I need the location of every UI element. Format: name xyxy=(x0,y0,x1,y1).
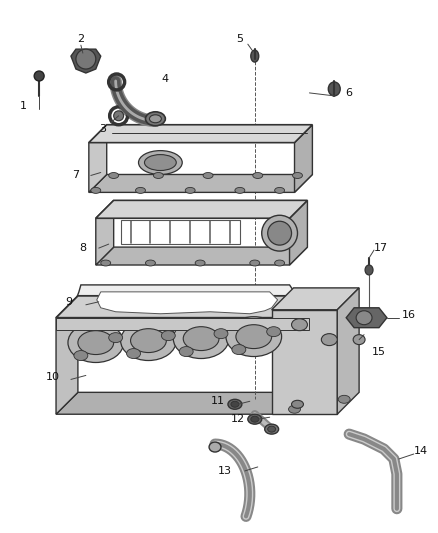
Ellipse shape xyxy=(338,395,350,403)
Ellipse shape xyxy=(293,173,303,179)
Text: 14: 14 xyxy=(413,446,428,456)
Text: 1: 1 xyxy=(20,101,27,111)
Polygon shape xyxy=(272,310,337,414)
Text: 2: 2 xyxy=(78,34,85,44)
Ellipse shape xyxy=(203,173,213,179)
Ellipse shape xyxy=(328,82,340,96)
Ellipse shape xyxy=(250,260,260,266)
Polygon shape xyxy=(96,200,114,265)
Polygon shape xyxy=(71,49,101,73)
Ellipse shape xyxy=(265,424,279,434)
Ellipse shape xyxy=(145,112,165,126)
Ellipse shape xyxy=(267,327,281,337)
Ellipse shape xyxy=(127,349,141,359)
Polygon shape xyxy=(89,174,312,192)
Text: 12: 12 xyxy=(231,414,245,424)
Ellipse shape xyxy=(235,188,245,193)
Ellipse shape xyxy=(321,334,337,345)
Ellipse shape xyxy=(179,346,193,357)
Ellipse shape xyxy=(253,173,263,179)
Ellipse shape xyxy=(145,260,155,266)
Text: 15: 15 xyxy=(372,346,386,357)
Ellipse shape xyxy=(91,188,101,193)
Polygon shape xyxy=(337,288,359,414)
Ellipse shape xyxy=(228,399,242,409)
Ellipse shape xyxy=(292,319,307,330)
Polygon shape xyxy=(294,125,312,192)
Polygon shape xyxy=(290,200,307,265)
Polygon shape xyxy=(272,288,359,310)
Ellipse shape xyxy=(161,330,175,341)
Ellipse shape xyxy=(101,260,111,266)
Text: 7: 7 xyxy=(72,171,79,181)
Ellipse shape xyxy=(114,111,124,121)
Text: 13: 13 xyxy=(218,466,232,476)
Ellipse shape xyxy=(268,221,292,245)
Text: 3: 3 xyxy=(99,124,106,134)
Text: 11: 11 xyxy=(211,397,225,406)
Ellipse shape xyxy=(251,416,259,422)
Ellipse shape xyxy=(78,330,114,354)
Ellipse shape xyxy=(109,173,119,179)
Ellipse shape xyxy=(226,317,282,357)
Ellipse shape xyxy=(236,325,272,349)
Text: 6: 6 xyxy=(346,88,353,98)
Polygon shape xyxy=(76,285,300,318)
Ellipse shape xyxy=(145,155,176,171)
Polygon shape xyxy=(96,200,307,218)
Ellipse shape xyxy=(149,115,161,123)
Ellipse shape xyxy=(275,188,285,193)
Text: 17: 17 xyxy=(374,243,388,253)
Ellipse shape xyxy=(232,345,246,354)
Ellipse shape xyxy=(214,329,228,338)
Ellipse shape xyxy=(365,265,373,275)
Ellipse shape xyxy=(34,71,44,81)
Ellipse shape xyxy=(120,321,176,360)
Text: 8: 8 xyxy=(79,243,86,253)
Ellipse shape xyxy=(153,173,163,179)
Ellipse shape xyxy=(131,329,166,352)
Ellipse shape xyxy=(251,50,259,62)
Ellipse shape xyxy=(275,260,285,266)
Ellipse shape xyxy=(292,400,304,408)
Ellipse shape xyxy=(353,335,365,345)
Ellipse shape xyxy=(135,188,145,193)
Ellipse shape xyxy=(356,311,372,325)
Ellipse shape xyxy=(109,333,123,343)
Polygon shape xyxy=(89,125,312,143)
Polygon shape xyxy=(309,296,331,414)
Polygon shape xyxy=(96,247,307,265)
Ellipse shape xyxy=(268,426,276,432)
Ellipse shape xyxy=(209,442,221,452)
Ellipse shape xyxy=(195,260,205,266)
Polygon shape xyxy=(89,125,107,192)
Ellipse shape xyxy=(185,188,195,193)
Polygon shape xyxy=(56,392,331,414)
Polygon shape xyxy=(56,296,78,414)
Polygon shape xyxy=(346,308,387,328)
Text: 9: 9 xyxy=(65,297,73,307)
Text: 5: 5 xyxy=(237,34,244,44)
Ellipse shape xyxy=(289,405,300,413)
Ellipse shape xyxy=(76,49,96,69)
Polygon shape xyxy=(56,318,309,330)
Text: 16: 16 xyxy=(402,310,416,320)
Ellipse shape xyxy=(138,151,182,174)
Ellipse shape xyxy=(68,322,124,362)
Ellipse shape xyxy=(183,327,219,351)
Text: 10: 10 xyxy=(46,373,60,382)
Ellipse shape xyxy=(173,319,229,359)
Polygon shape xyxy=(97,292,278,314)
Polygon shape xyxy=(56,296,331,318)
Text: 4: 4 xyxy=(162,74,169,84)
Ellipse shape xyxy=(248,414,262,424)
Ellipse shape xyxy=(74,351,88,360)
Ellipse shape xyxy=(262,215,297,251)
Ellipse shape xyxy=(231,401,239,407)
